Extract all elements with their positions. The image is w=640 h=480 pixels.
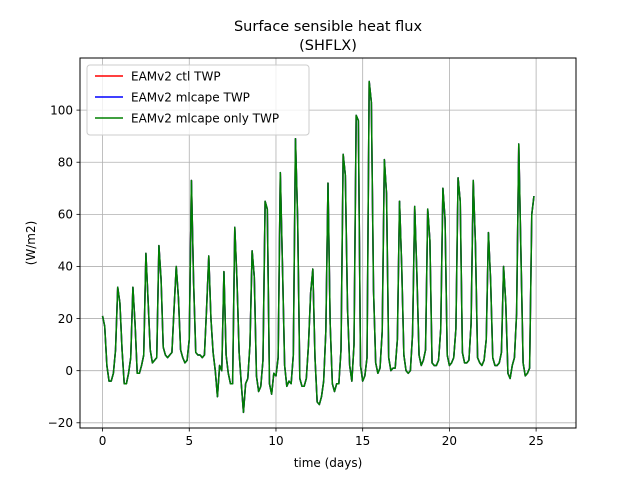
y-axis-label: (W/m2) — [24, 221, 38, 266]
chart-title: Surface sensible heat flux — [234, 19, 422, 35]
legend: EAMv2 ctl TWP EAMv2 mlcape TWP EAMv2 mlc… — [86, 64, 310, 136]
legend-label-ctl: EAMv2 ctl TWP — [131, 70, 221, 84]
plot-lines — [101, 80, 535, 414]
x-tick-label: 25 — [528, 434, 543, 448]
x-axis-label: time (days) — [294, 456, 363, 470]
chart-subtitle: (SHFLX) — [299, 38, 357, 54]
x-tick-label: 15 — [355, 434, 370, 448]
x-tick-label: 10 — [268, 434, 283, 448]
x-tick-label: 0 — [99, 434, 107, 448]
legend-label-mlcape-only: EAMv2 mlcape only TWP — [131, 112, 279, 126]
legend-box — [86, 64, 310, 136]
legend-label-mlcape: EAMv2 mlcape TWP — [131, 91, 250, 105]
y-tick-label: 60 — [58, 208, 73, 222]
y-tick-label: −20 — [48, 416, 73, 430]
axes-frame — [79, 57, 577, 429]
x-tick-label: 20 — [442, 434, 457, 448]
y-tick-label: 80 — [58, 155, 73, 169]
y-tick-label: 40 — [58, 260, 73, 274]
axis-ticks: 0 5 10 15 20 25 −20 0 20 40 60 80 100 — [48, 103, 544, 448]
y-tick-label: 20 — [58, 312, 73, 326]
x-tick-label: 5 — [185, 434, 193, 448]
y-tick-label: 0 — [65, 364, 73, 378]
y-tick-label: 100 — [50, 103, 73, 117]
series-line-mlcape-only — [101, 80, 535, 414]
